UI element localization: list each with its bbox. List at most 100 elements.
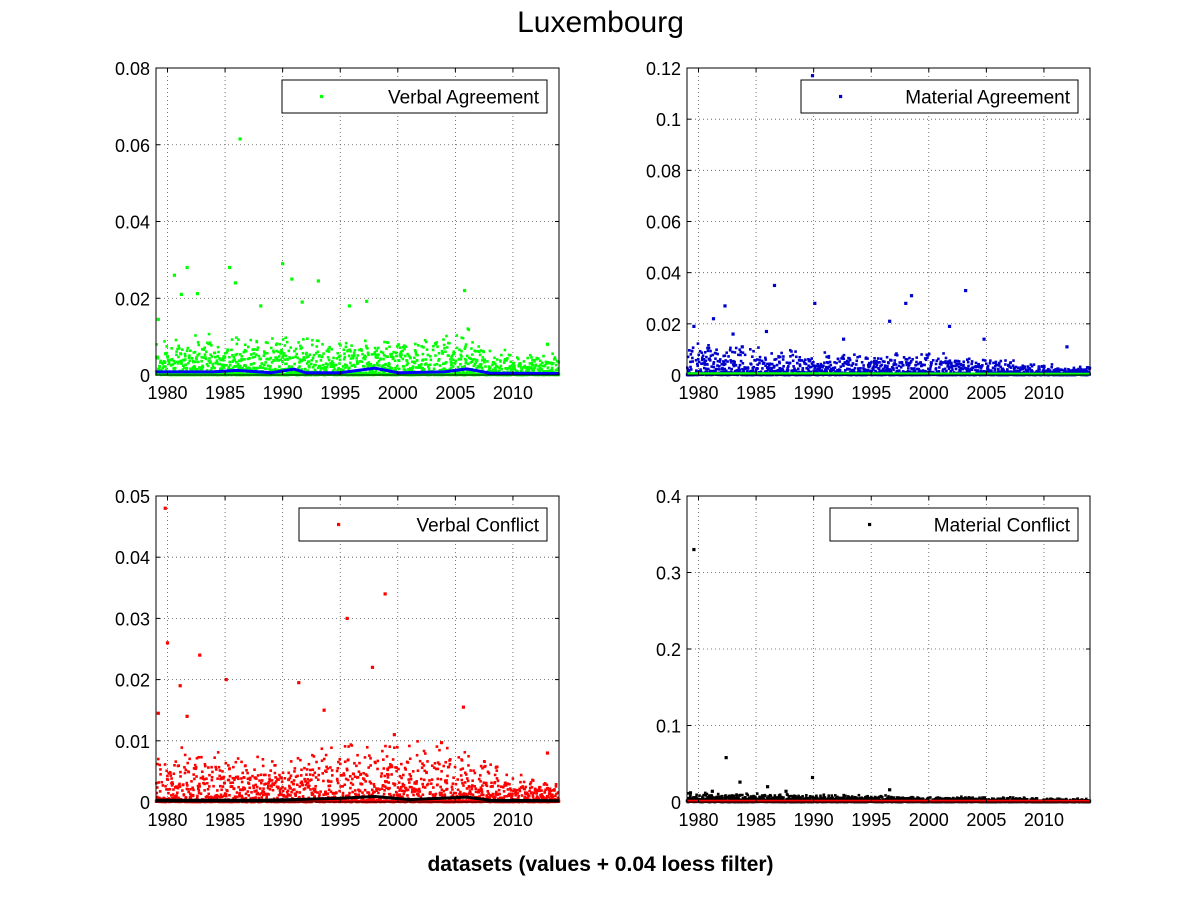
scatter-point: [327, 350, 331, 353]
scatter-point: [493, 356, 496, 360]
scatter-point: [221, 357, 224, 361]
scatter-point: [175, 350, 178, 353]
scatter-point: [480, 366, 484, 370]
scatter-point: [1014, 365, 1018, 369]
scatter-point: [205, 369, 209, 372]
scatter-point: [437, 351, 441, 355]
scatter-point: [240, 780, 244, 784]
scatter-point: [893, 362, 896, 365]
scatter-point: [280, 348, 283, 352]
scatter-point: [473, 363, 477, 366]
scatter-point: [479, 349, 483, 352]
scatter-point: [311, 356, 315, 360]
scatter-point: [310, 343, 314, 347]
scatter-point: [970, 362, 973, 366]
scatter-point: [445, 334, 448, 338]
scatter-point: [187, 770, 191, 774]
scatter-point: [343, 363, 347, 366]
scatter-point: [885, 355, 889, 359]
scatter-point: [895, 369, 899, 373]
scatter-point: [464, 345, 467, 349]
scatter-point: [859, 370, 862, 373]
scatter-point: [229, 781, 232, 785]
scatter-point: [421, 367, 425, 370]
scatter-point: [236, 365, 239, 368]
scatter-point: [164, 368, 168, 371]
scatter-point: [943, 367, 947, 371]
scatter-point: [265, 367, 268, 371]
scatter-point: [384, 362, 388, 366]
scatter-point: [997, 370, 1000, 373]
scatter-point: [251, 774, 254, 778]
scatter-point: [453, 361, 457, 365]
scatter-point: [551, 361, 555, 365]
scatter-point: [872, 360, 876, 363]
scatter-point: [325, 349, 329, 353]
scatter-point: [225, 351, 229, 354]
scatter-point: [235, 352, 239, 356]
scatter-point: [1050, 363, 1054, 366]
scatter-point: [758, 355, 762, 359]
scatter-point: [687, 368, 690, 372]
scatter-point: [185, 784, 189, 787]
scatter-point: [467, 328, 471, 332]
scatter-point: [525, 367, 529, 370]
scatter-point: [193, 366, 197, 370]
scatter-point: [231, 353, 234, 357]
scatter-point: [1059, 368, 1063, 371]
scatter-point: [992, 361, 995, 365]
scatter-point: [449, 357, 452, 361]
scatter-point: [1085, 369, 1089, 373]
scatter-point: [1015, 369, 1019, 373]
scatter-point: [796, 367, 800, 371]
scatter-point: [199, 367, 202, 371]
scatter-point: [199, 792, 203, 796]
scatter-point: [213, 366, 216, 370]
scatter-point: [835, 361, 838, 365]
scatter-point: [442, 343, 446, 347]
scatter-point: [211, 362, 215, 366]
scatter-point: [165, 351, 169, 355]
scatter-point: [1036, 369, 1039, 373]
scatter-point: [256, 774, 260, 777]
scatter-point: [873, 362, 876, 365]
scatter-point: [424, 362, 428, 365]
scatter-point: [203, 782, 206, 786]
scatter-point: [845, 362, 848, 366]
scatter-point: [411, 365, 415, 368]
scatter-point: [551, 369, 554, 372]
scatter-point: [938, 366, 941, 369]
scatter-point: [895, 353, 899, 357]
scatter-point: [720, 363, 724, 366]
scatter-point: [216, 794, 220, 798]
scatter-point: [1047, 367, 1050, 371]
scatter-point: [195, 775, 198, 778]
scatter-point: [778, 355, 782, 359]
scatter-point: [766, 368, 770, 371]
scatter-point: [1053, 369, 1057, 373]
scatter-point: [764, 364, 767, 367]
scatter-point: [847, 363, 851, 366]
scatter-point: [249, 797, 252, 800]
scatter-point: [210, 765, 213, 769]
scatter-point: [696, 342, 700, 345]
scatter-point: [880, 363, 884, 367]
scatter-point: [264, 782, 268, 786]
scatter-point: [409, 366, 412, 370]
scatter-point: [816, 362, 819, 366]
outlier-point: [904, 301, 908, 305]
scatter-point: [927, 352, 931, 356]
scatter-point: [862, 367, 865, 370]
scatter-point: [766, 366, 770, 369]
scatter-point: [1021, 367, 1025, 371]
outlier-point: [810, 74, 815, 78]
scatter-point: [967, 357, 971, 361]
scatter-point: [859, 367, 862, 370]
scatter-point: [276, 368, 280, 372]
scatter-point: [499, 360, 502, 363]
scatter-point: [919, 361, 922, 364]
scatter-point: [706, 349, 710, 353]
scatter-point: [461, 370, 465, 373]
scatter-point: [404, 345, 408, 348]
scatter-point: [690, 350, 694, 353]
